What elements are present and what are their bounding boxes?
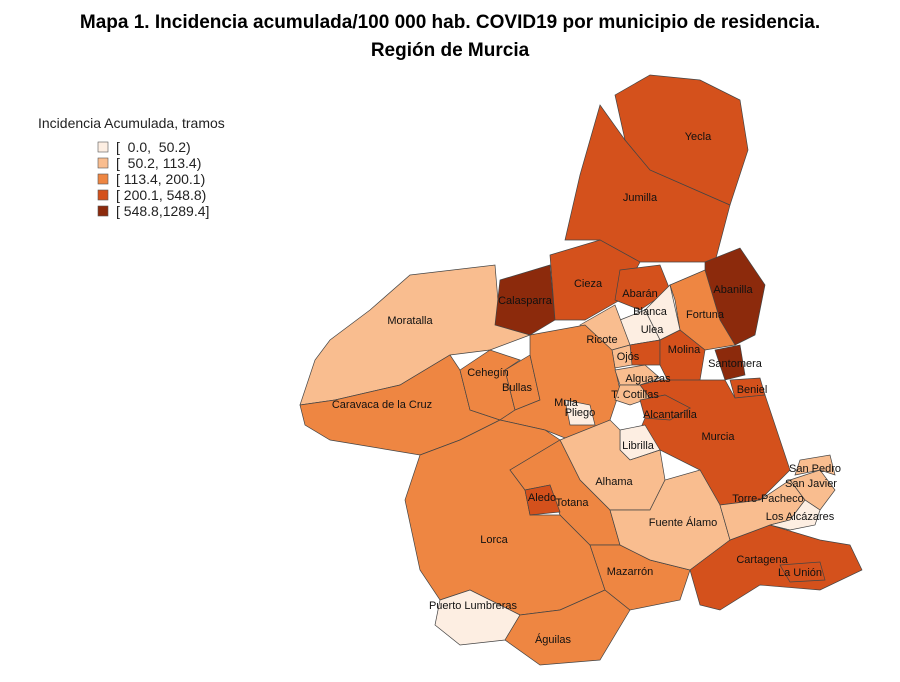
municipality-label: Alguazas [625,373,671,385]
municipality [669,269,736,351]
municipality-label: Alcantarilla [643,409,698,421]
legend-swatch [97,157,109,169]
legend-swatch [97,141,109,153]
title: Mapa 1. Incidencia acumulada/100 000 hab… [80,12,820,33]
municipality-label: Abarán [622,288,657,300]
municipality-label: Los Alcázares [766,511,835,523]
subtitle: Región de Murcia [371,40,530,61]
legend-swatch [97,189,109,201]
municipality-label: Ojós [617,351,640,363]
municipality-label: Pliego [565,407,596,419]
municipality [524,484,561,516]
municipality-label: Yecla [685,131,712,143]
legend-label: [ 200.1, 548.8) [116,187,206,203]
municipality-label: Águilas [535,633,572,646]
legend-title: Incidencia Acumulada, tramos [38,115,225,131]
legend-items: [ 0.0, 50.2)[ 50.2, 113.4)[ 113.4, 200.1… [97,139,209,219]
municipality [779,561,826,583]
municipality-label: Mula [554,397,579,409]
municipality-label: Aledo [528,492,556,504]
legend-swatch [97,205,109,217]
municipality [614,364,661,386]
municipality-label: Ricote [586,334,617,346]
municipality-label: San Javier [785,478,837,490]
regions [299,74,863,666]
municipality-label: Totana [555,497,589,509]
municipality [769,499,821,531]
municipality-label: Lorca [480,534,508,546]
municipality-label: Calasparra [498,295,553,307]
municipality-label: Fortuna [686,309,725,321]
municipality-label: Fuente Álamo [649,516,717,529]
legend-label: [ 0.0, 50.2) [116,139,191,155]
legend-swatch [97,173,109,185]
municipality-label: Cehegín [467,367,509,379]
municipality [789,469,836,511]
municipality-label: Abanilla [713,284,753,296]
municipality-label: Molina [668,344,701,356]
legend-label: [ 113.4, 200.1) [116,171,205,187]
municipality-label: Bullas [502,382,532,394]
legend: Incidencia Acumulada, tramos [ 0.0, 50.2… [38,115,225,219]
municipality-label: Cieza [574,278,603,290]
municipality-label: Blanca [633,306,668,318]
municipality-label: Beniel [737,384,768,396]
municipality-label: Puerto Lumbreras [429,600,518,612]
municipality [494,264,556,336]
region-labels: Jumilla Yecla Abanilla Fortuna Moratalla… [332,131,841,646]
municipality-label: Librilla [622,440,655,452]
municipality-label: Torre-Pacheco [732,493,804,505]
municipality-label: La Unión [778,567,822,579]
municipality [639,394,691,421]
legend-label: [ 50.2, 113.4) [116,155,201,171]
legend-label: [ 548.8,1289.4] [116,203,209,219]
municipality-label: Alhama [595,476,633,488]
municipality-label: Jumilla [623,192,658,204]
municipality-label: Cartagena [736,554,788,566]
municipality-label: San Pedro [789,463,841,475]
municipality [614,74,749,206]
municipality-label: Mazarrón [607,566,653,578]
municipality-label: Ulea [641,324,665,336]
municipality [794,454,836,476]
municipality [564,399,596,426]
municipality-label: Moratalla [387,315,433,327]
municipality-label: T. Cotillas [611,389,659,401]
municipality [714,344,746,381]
municipality-label: Santomera [708,358,763,370]
municipality-label: Murcia [701,431,735,443]
municipality-label: Caravaca de la Cruz [332,399,432,411]
